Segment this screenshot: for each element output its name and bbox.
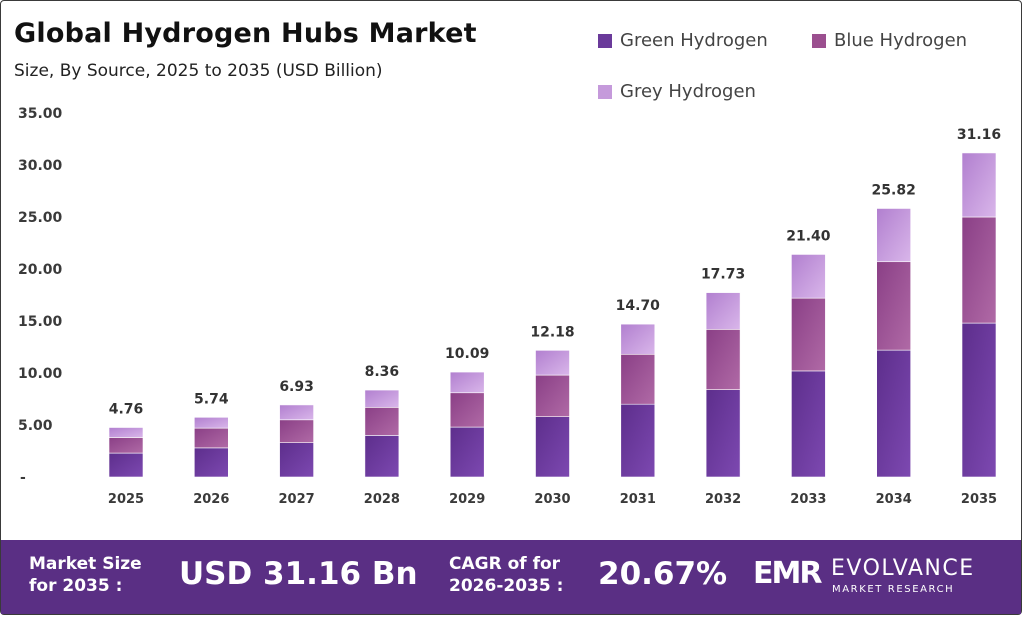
chart-subtitle: Size, By Source, 2025 to 2035 (USD Billi… (14, 61, 383, 81)
bar-segment-blue (535, 374, 570, 417)
bar-total-label: 25.82 (872, 182, 916, 198)
bar-segment-grey (449, 371, 485, 394)
x-tick-label: 2027 (279, 492, 315, 507)
legend-swatch-grey (598, 84, 612, 99)
bar-segment-green (876, 349, 912, 478)
cagr-value: 20.67% (598, 556, 728, 592)
bar-segment-grey (876, 208, 912, 263)
x-tick-label: 2028 (364, 492, 400, 507)
legend-item-green: Green Hydrogen (598, 30, 768, 51)
bar-segment-green (705, 389, 741, 478)
x-tick-label: 2034 (876, 492, 912, 507)
bar-total-label: 31.16 (957, 127, 1001, 143)
bar-segment-grey (791, 254, 826, 299)
legend-label-green: Green Hydrogen (620, 30, 768, 51)
bar-total-label: 10.09 (445, 346, 489, 362)
legend-item-blue: Blue Hydrogen (812, 30, 967, 51)
cagr-label-line2: 2026-2035 : (449, 576, 564, 596)
bar-segment-green (535, 416, 570, 478)
x-tick-label: 2033 (790, 492, 826, 507)
y-tick-label: 5.00 (18, 418, 53, 434)
bar-total-label: 17.73 (701, 267, 745, 283)
y-tick-label: 35.00 (18, 106, 63, 122)
x-tick-label: 2029 (449, 492, 485, 507)
bar-segment-blue (364, 407, 400, 436)
bar-segment-grey (364, 389, 400, 408)
logo-name: EVOLVANCE (831, 556, 975, 581)
bar-total-label: 8.36 (365, 364, 400, 380)
bar-total-label: 21.40 (786, 228, 831, 244)
bar-segment-grey (705, 292, 741, 330)
x-tick-label: 2035 (961, 492, 997, 507)
market-size-label-line1: Market Size (29, 554, 142, 574)
bar-segment-green (364, 435, 400, 478)
y-tick-label: - (20, 470, 26, 486)
legend-swatch-blue (812, 33, 826, 48)
market-size-value: USD 31.16 Bn (179, 556, 418, 592)
y-tick-label: 10.00 (18, 366, 63, 382)
x-tick-label: 2031 (620, 492, 656, 507)
bar-segment-grey (279, 404, 314, 421)
footer-banner: Market Size for 2035 : USD 31.16 Bn CAGR… (1, 540, 1021, 614)
bar-segment-blue (449, 392, 485, 428)
cagr-label-line1: CAGR of for (449, 554, 561, 574)
bar-segment-green (620, 403, 656, 478)
bar-segment-blue (194, 427, 229, 449)
legend-label-blue: Blue Hydrogen (834, 30, 968, 51)
market-size-label-line2: for 2035 : (29, 576, 123, 596)
legend-label-grey: Grey Hydrogen (620, 81, 756, 102)
x-tick-label: 2032 (705, 492, 741, 507)
bar-segment-grey (961, 152, 997, 218)
bar-segment-green (279, 442, 314, 478)
bar-segment-green (961, 322, 997, 478)
bar-segment-blue (620, 353, 656, 405)
bar-segment-green (108, 452, 144, 478)
bar-segment-blue (876, 261, 912, 351)
cagr-label: CAGR of for 2026-2035 : (449, 553, 563, 597)
x-tick-label: 2025 (108, 492, 144, 507)
bar-segment-blue (961, 216, 997, 324)
logo-mark: EMR (753, 556, 822, 591)
legend-swatch-green (598, 33, 612, 48)
legend-item-grey: Grey Hydrogen (598, 81, 756, 102)
x-tick-label: 2026 (193, 492, 229, 507)
bar-segment-blue (108, 437, 144, 454)
bar-segment-grey (620, 323, 656, 355)
bar-total-label: 5.74 (194, 391, 229, 407)
bar-total-label: 12.18 (530, 324, 574, 340)
market-size-label: Market Size for 2035 : (29, 553, 142, 597)
y-tick-label: 25.00 (18, 210, 63, 226)
bar-segment-green (449, 426, 485, 478)
stacked-bar-chart: - 5.00 10.00 15.00 20.00 25.00 30.00 35.00 4.76 2… (18, 106, 1001, 507)
y-tick-label: 20.00 (18, 262, 63, 278)
bar-total-label: 6.93 (279, 379, 314, 395)
bar-segment-green (791, 370, 826, 478)
bar-segment-blue (791, 297, 826, 372)
bar-segment-blue (705, 329, 741, 390)
bar-segment-blue (279, 419, 314, 443)
x-tick-label: 2030 (534, 492, 570, 507)
bar-total-label: 14.70 (616, 298, 661, 314)
y-tick-label: 30.00 (18, 158, 63, 174)
bar-segment-grey (535, 350, 570, 376)
bar-total-label: 4.76 (109, 401, 144, 417)
y-tick-label: 15.00 (18, 314, 63, 330)
logo-subtitle: MARKET RESEARCH (832, 584, 955, 595)
bar-segment-grey (194, 417, 229, 429)
bar-segment-green (194, 447, 229, 478)
bar-segment-grey (108, 427, 144, 438)
chart-title: Global Hydrogen Hubs Market (14, 18, 477, 49)
